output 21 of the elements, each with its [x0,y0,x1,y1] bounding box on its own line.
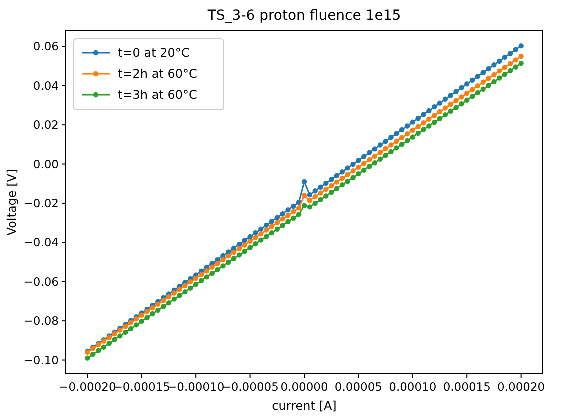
y-axis-title: Voltage [V] [5,169,19,236]
y-tick-label: 0.00 [33,157,59,172]
y-tick-label: −0.08 [24,314,59,328]
chart-title: TS_3-6 proton fluence 1e15 [206,8,402,24]
x-tick-label: 0.00010 [389,380,437,394]
x-tick-label: 0.00015 [443,380,491,394]
y-tick-label: −0.02 [24,196,59,211]
y-tick-label: −0.10 [24,353,59,368]
y-tick-label: 0.06 [33,40,59,54]
y-tick-label: −0.06 [24,274,59,289]
y-tick-label: −0.04 [24,236,59,250]
x-axis-title: current [A] [272,399,337,413]
y-tick-label: 0.04 [33,78,59,93]
y-tick-label: 0.02 [33,118,59,132]
legend-label: t=2h at 60°C [118,67,198,82]
x-tick-label: 0.00000 [280,380,328,394]
x-tick-label: −0.00020 [59,380,116,394]
legend-label: t=0 at 20°C [118,46,190,60]
legend-label: t=3h at 60°C [118,88,198,102]
x-tick-label: 0.00020 [498,380,546,394]
x-tick-label: 0.00005 [334,380,382,394]
